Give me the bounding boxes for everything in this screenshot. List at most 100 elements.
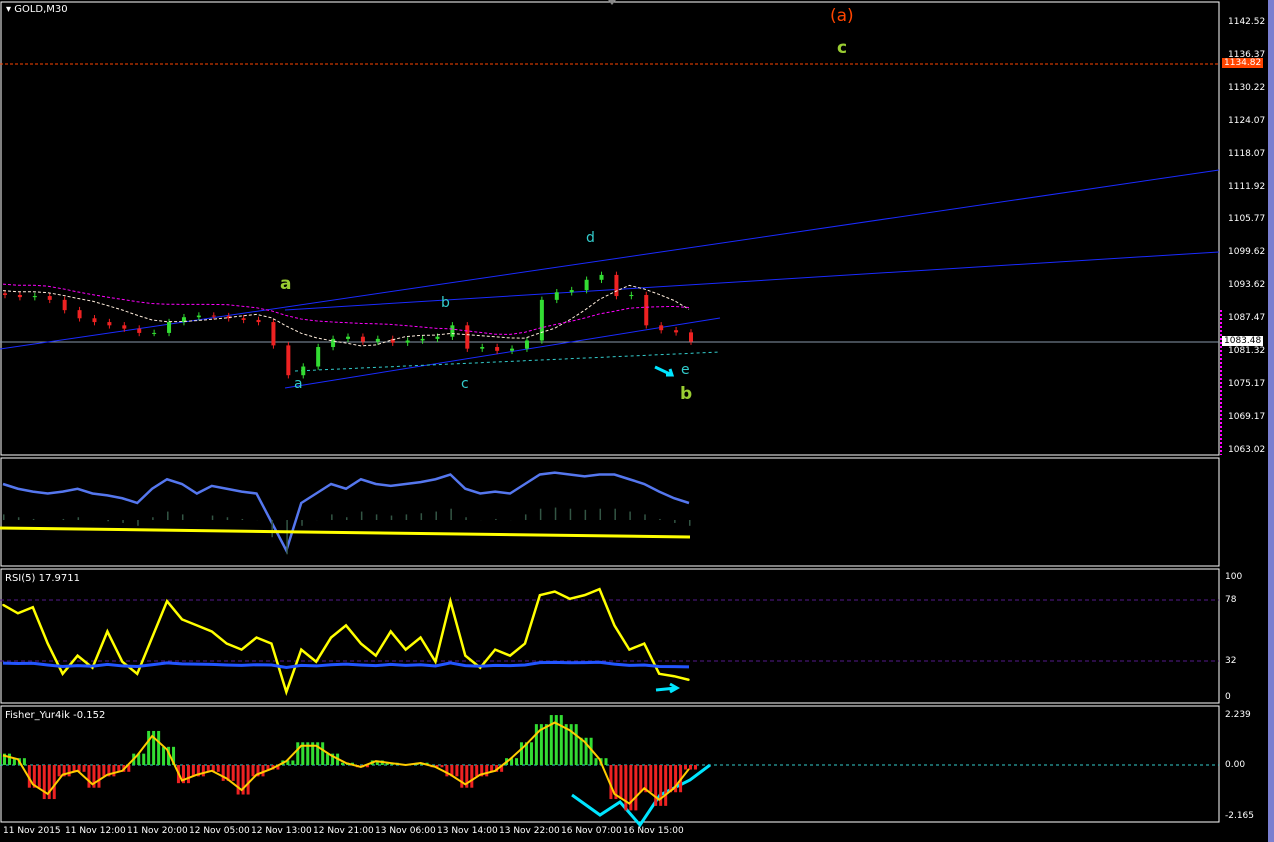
fisher-bar [669,765,673,793]
candle-body [674,330,679,333]
rsi-point [479,666,482,669]
candle-body [256,319,261,323]
oscillator-bar [346,517,348,520]
candle-body [137,328,142,333]
fisher-bar [694,765,697,770]
rsi-point [688,679,690,681]
price-tick: 1142.52 [1228,17,1266,27]
time-tick: 13 Nov 22:00 [499,826,560,836]
oscillator-signal-line [0,526,691,539]
fisher-bar [117,765,121,772]
fisher-bar [57,765,61,777]
wave-label-b-minor: b [441,295,450,311]
rsi-point [225,642,228,645]
candle-body [629,294,634,297]
candle-body [167,322,172,333]
oscillator-bar [674,520,676,523]
fisher-bar [291,760,295,765]
fisher-bar [191,765,195,777]
fisher-bar [524,742,528,765]
fisher-bar [251,765,255,777]
oscillator-bar [420,513,423,520]
candle-body [480,347,485,349]
fisher-bar [236,765,240,795]
rsi-point [196,624,198,627]
candle-body [495,347,500,351]
fisher-bar [37,765,41,788]
fisher-bar [226,765,230,781]
moving-average-line [2,284,690,347]
rsi-point [181,618,183,621]
fisher-bar [594,758,598,765]
price-tick: 1111.92 [1228,181,1266,192]
rsi-point [509,654,511,657]
rsi-line [2,587,690,696]
price-tick: 1136.37 [1228,49,1266,60]
time-tick: 13 Nov 14:00 [437,826,498,836]
fisher-bar [92,765,96,788]
oscillator-panel-frame [0,457,1220,567]
scrollbar[interactable] [1268,0,1274,842]
dotted-support-line[interactable] [294,351,721,372]
oscillator-bar [569,508,572,520]
chart-shift-marker-icon[interactable] [608,0,616,5]
rsi-panel-frame [0,568,1220,704]
fisher-bar [286,760,290,765]
fisher-bar [455,765,459,777]
fisher-bar [569,724,573,765]
time-tick: 11 Nov 2015 [3,826,61,836]
rsi-point [598,588,601,590]
fisher-bar [629,765,633,811]
rsi-tick: 100 [1225,572,1243,582]
candle-body [47,296,52,300]
oscillator-bar [107,520,109,522]
oscillator-bar [32,518,35,520]
fisher-bar [544,724,548,765]
fisher-bar [659,765,663,806]
rsi-point [613,624,616,627]
oscillator-bar [360,511,363,520]
trend-line-lower[interactable] [0,169,1220,350]
wave-label-c-minor: c [461,376,469,392]
chart-title[interactable]: ▾ GOLD,M30 [6,4,68,15]
fisher-bar [609,765,613,800]
wave-arrow-icon [654,365,675,377]
candle-body [554,292,559,300]
fisher-bar [306,742,310,765]
fisher-bar [584,737,588,765]
fisher-bar [564,724,568,765]
fisher-tick: 0.00 [1225,760,1246,770]
fisher-bar [261,765,265,777]
candle-body [241,318,246,320]
rsi-point [643,642,646,645]
trend-line-base[interactable] [284,317,721,389]
fisher-tick: -2.165 [1225,811,1255,821]
candle-body [32,296,37,298]
fisher-bar [365,765,369,768]
candle-body [286,345,291,376]
candle-body [77,310,82,319]
rsi-point [17,612,19,615]
fisher-bar [221,765,225,781]
trend-line-upper[interactable] [284,251,1220,311]
candle-body [614,274,619,297]
fisher-bar [674,765,678,793]
wave-label-d-minor: d [586,230,595,246]
fisher-bar [112,765,116,777]
fisher-bar [97,765,101,788]
oscillator-bar [181,514,184,520]
candle-body [316,347,321,367]
oscillator-bar [331,514,333,520]
fisher-bar [137,753,141,765]
fisher-bar [485,765,489,777]
fisher-bar [157,730,161,765]
fisher-bar [42,765,46,800]
candle-body [450,325,455,337]
candle-body [510,348,515,351]
time-tick: 12 Nov 05:00 [189,826,250,836]
rsi-point [91,666,94,669]
fisher-bar [341,762,344,765]
price-tick: 1081.32 [1228,346,1266,356]
candle-body [465,325,470,349]
time-tick: 12 Nov 21:00 [313,826,374,836]
